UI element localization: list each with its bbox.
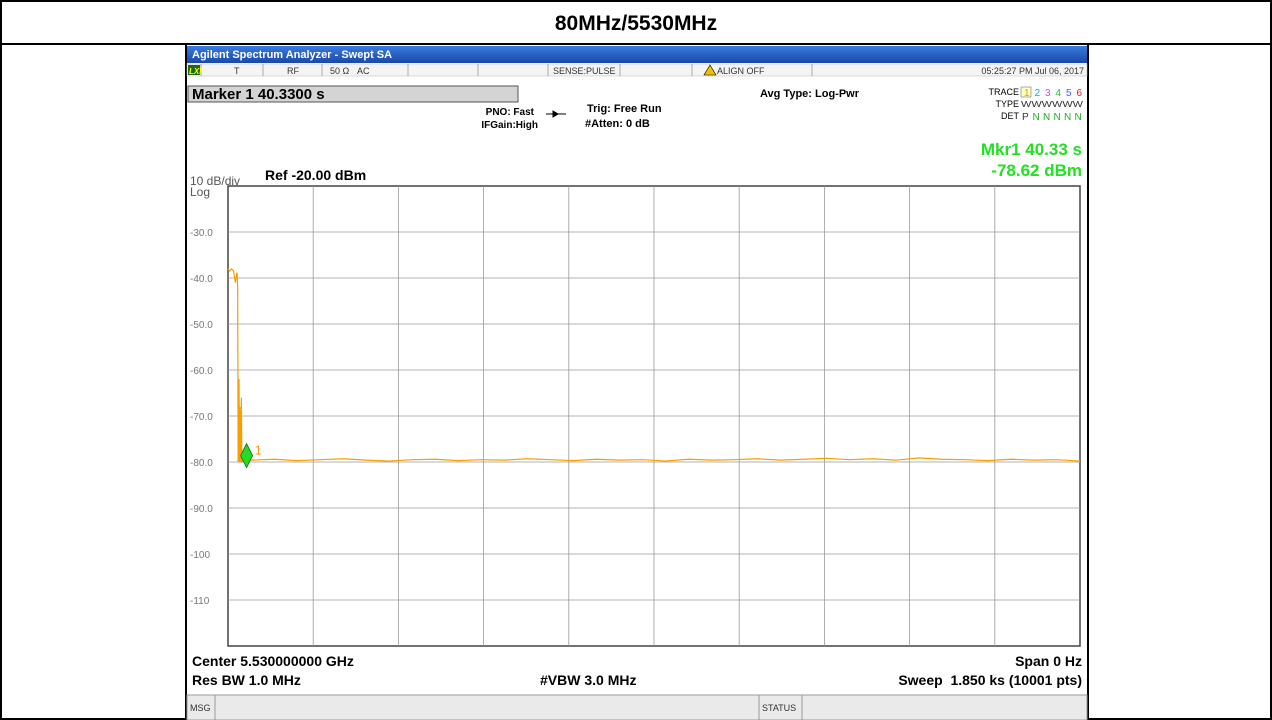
scale-mode: Log bbox=[190, 185, 210, 199]
impedance: 50 Ω bbox=[330, 66, 350, 76]
avg-type: Avg Type: Log-Pwr bbox=[760, 88, 860, 100]
trig: Trig: Free Run bbox=[587, 103, 662, 115]
status-separators bbox=[200, 64, 813, 76]
vbw: #VBW 3.0 MHz bbox=[540, 672, 636, 688]
marker-label: 1 bbox=[255, 443, 262, 458]
trace-detector: P bbox=[1022, 112, 1029, 123]
y-tick-label: -30.0 bbox=[190, 228, 213, 239]
plot: -30.0 -40.0 -50.0 -60.0 -70.0 -80.0 -90.0 -100 -… bbox=[190, 185, 1081, 647]
active-trace-box bbox=[1020, 86, 1032, 98]
y-tick-label: -40.0 bbox=[190, 274, 213, 285]
y-tick-label: -110 bbox=[190, 596, 210, 607]
det-label: DET bbox=[1001, 111, 1020, 121]
status-bar bbox=[186, 694, 1088, 720]
window-title-bar bbox=[187, 46, 1087, 63]
span: Span 0 Hz bbox=[1015, 653, 1082, 669]
type-label: TYPE bbox=[995, 99, 1019, 109]
y-tick-label: -70.0 bbox=[190, 412, 213, 423]
sweep: Sweep 1.850 ks (10001 pts) bbox=[898, 672, 1082, 688]
align: ALIGN OFF bbox=[717, 66, 765, 76]
ref-level: Ref -20.00 dBm bbox=[265, 167, 366, 183]
trigger-flag: T bbox=[234, 66, 240, 76]
window-title: Agilent Spectrum Analyzer - Swept SA bbox=[192, 49, 392, 61]
status-row bbox=[186, 63, 1088, 77]
trace-number: 5 bbox=[1066, 88, 1072, 99]
trace-number: 2 bbox=[1035, 88, 1041, 99]
trace-detector: N bbox=[1043, 112, 1050, 123]
trace bbox=[227, 267, 1081, 464]
trace-number: 3 bbox=[1045, 88, 1051, 99]
marker-readout-y: -78.62 dBm bbox=[991, 161, 1082, 180]
page-title: 80MHz/5530MHz bbox=[555, 12, 717, 35]
warning-icon bbox=[703, 64, 717, 76]
ifgain: IFGain:High bbox=[481, 120, 538, 131]
msg: MSG bbox=[190, 703, 211, 713]
trace-detector: N bbox=[1064, 112, 1071, 123]
atten: #Atten: 0 dB bbox=[585, 118, 650, 130]
y-tick-label: -100 bbox=[190, 550, 210, 561]
trigger-arrow bbox=[546, 110, 566, 118]
marker-readout-x: Mkr1 40.33 s bbox=[981, 140, 1082, 159]
trace-detector: N bbox=[1033, 112, 1040, 123]
trace-types: WWWWWW bbox=[1021, 100, 1084, 109]
trace-number: 1 bbox=[1024, 88, 1030, 99]
y-tick-label: -90.0 bbox=[190, 504, 213, 515]
lxi-icon bbox=[188, 65, 200, 75]
pno: PNO: Fast bbox=[486, 107, 535, 118]
trace-number: 4 bbox=[1056, 88, 1062, 99]
marker-box bbox=[187, 85, 519, 103]
trace-label: TRACE bbox=[988, 87, 1019, 97]
y-tick-label: -60.0 bbox=[190, 366, 213, 377]
marker-box-text: Marker 1 40.3300 s bbox=[192, 86, 325, 103]
sense: SENSE:PULSE bbox=[553, 66, 616, 76]
center-freq: Center 5.530000000 GHz bbox=[192, 653, 354, 669]
y-tick-label: -80.0 bbox=[190, 458, 213, 469]
trace-detector: N bbox=[1054, 112, 1061, 123]
marker-diamond bbox=[240, 442, 254, 469]
input: RF bbox=[287, 66, 299, 76]
status: STATUS bbox=[762, 703, 796, 713]
rbw: Res BW 1.0 MHz bbox=[192, 672, 301, 688]
coupling: AC bbox=[357, 66, 370, 76]
timestamp: 05:25:27 PM Jul 06, 2017 bbox=[981, 66, 1084, 76]
trace-detector: N bbox=[1075, 112, 1082, 123]
scale-per-div: 10 dB/div bbox=[190, 174, 240, 188]
y-tick-label: -50.0 bbox=[190, 320, 213, 331]
lxi: LXI bbox=[189, 67, 202, 76]
trace-number: 6 bbox=[1077, 88, 1083, 99]
